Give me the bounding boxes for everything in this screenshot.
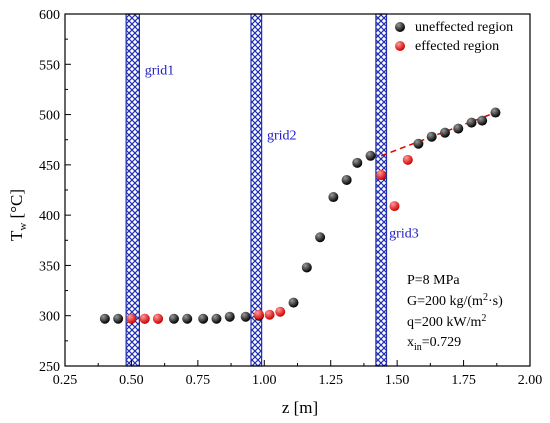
point-effected [402, 154, 413, 165]
point-effected [389, 201, 400, 212]
x-tick-label: 0.25 [53, 373, 78, 388]
y-tick-label: 400 [39, 209, 60, 224]
y-axis-title-main: T [7, 230, 26, 241]
condition-mass-flux: G=200 kg/(m2·s) [407, 292, 503, 309]
y-tick-label: 450 [39, 159, 60, 174]
x-tick-label: 1.25 [318, 373, 343, 388]
point-uneffected [490, 107, 501, 118]
point-uneffected [224, 311, 235, 322]
point-uneffected [466, 117, 477, 128]
point-effected [126, 313, 137, 324]
axis-ticks [64, 13, 531, 367]
x-tick-label: 0.75 [186, 373, 211, 388]
point-uneffected [341, 174, 352, 185]
x-tick-label: 1.50 [385, 373, 410, 388]
condition-pressure: P=8 MPa [407, 273, 460, 288]
point-effected [264, 309, 275, 320]
data-points [99, 107, 501, 324]
point-effected [153, 313, 163, 324]
point-uneffected [315, 232, 326, 243]
x-tick-label: 2.00 [518, 373, 543, 388]
condition-inlet-quality-b: =0.729 [422, 335, 461, 350]
point-uneffected [365, 150, 376, 161]
trend-line [380, 111, 496, 157]
x-tick-label: 0.50 [119, 373, 144, 388]
grid-band-1 [125, 13, 141, 367]
condition-inlet-quality: xin=0.729 [407, 335, 461, 353]
y-tick-label: 350 [39, 259, 60, 274]
y-axis-title: Tw [°C] [7, 189, 29, 241]
y-axis-title-unit: [°C] [7, 189, 26, 223]
grid-labels: grid1 grid2 grid3 [145, 63, 419, 241]
conditions-box: P=8 MPa G=200 kg/(m2·s) q=200 kW/m2 xin=… [407, 273, 503, 353]
trend-line-group [380, 111, 496, 157]
y-tick-label: 250 [39, 360, 60, 375]
point-uneffected [477, 115, 488, 126]
point-uneffected [328, 192, 339, 203]
point-uneffected [288, 297, 299, 308]
y-tick-label: 300 [39, 310, 60, 325]
point-uneffected [352, 157, 363, 168]
y-tick-label: 550 [39, 58, 60, 73]
condition-heat-flux-sup: 2 [481, 313, 486, 324]
condition-heat-flux: q=200 kW/m2 [407, 313, 486, 330]
point-uneffected [413, 138, 424, 149]
point-uneffected [240, 311, 251, 322]
grid-label-3: grid3 [389, 226, 419, 241]
point-effected [253, 309, 264, 320]
point-uneffected [168, 313, 179, 324]
condition-mass-flux-b: ·s) [488, 294, 503, 309]
grid-label-1: grid1 [145, 63, 175, 78]
x-tick-label: 1.00 [252, 373, 277, 388]
point-uneffected [182, 313, 193, 324]
grid-label-2: grid2 [267, 129, 297, 144]
legend: uneffected region effected region [395, 20, 513, 54]
point-uneffected [198, 313, 209, 324]
y-tick-label: 500 [39, 109, 60, 124]
condition-inlet-quality-a: x [407, 335, 414, 350]
condition-inlet-quality-sub: in [414, 342, 422, 353]
legend-marker-uneffected [395, 22, 405, 32]
x-tick-label: 1.75 [451, 373, 476, 388]
point-effected [376, 169, 387, 180]
point-uneffected [453, 123, 464, 134]
point-uneffected [99, 313, 110, 324]
legend-label-uneffected: uneffected region [415, 20, 513, 35]
condition-mass-flux-a: G=200 kg/(m [407, 294, 483, 309]
point-uneffected [439, 127, 450, 138]
condition-heat-flux-a: q=200 kW/m [407, 315, 481, 330]
grid-band-3 [375, 13, 388, 367]
y-tick-labels: 250 300 350 400 450 500 550 600 [39, 8, 60, 375]
point-uneffected [426, 131, 437, 142]
point-uneffected [211, 313, 222, 324]
y-axis-title-sub: w [17, 223, 29, 231]
legend-marker-effected [395, 41, 405, 51]
point-uneffected [301, 262, 312, 273]
condition-mass-flux-sup: 2 [483, 292, 488, 303]
y-tick-label: 600 [39, 8, 60, 23]
x-axis-title: z [m] [282, 398, 318, 417]
point-uneffected [113, 313, 124, 324]
point-effected [275, 306, 286, 317]
point-effected [139, 313, 150, 324]
x-tick-labels: 0.25 0.50 0.75 1.00 1.25 1.50 1.75 2.00 [53, 373, 543, 388]
legend-label-effected: effected region [415, 39, 499, 54]
